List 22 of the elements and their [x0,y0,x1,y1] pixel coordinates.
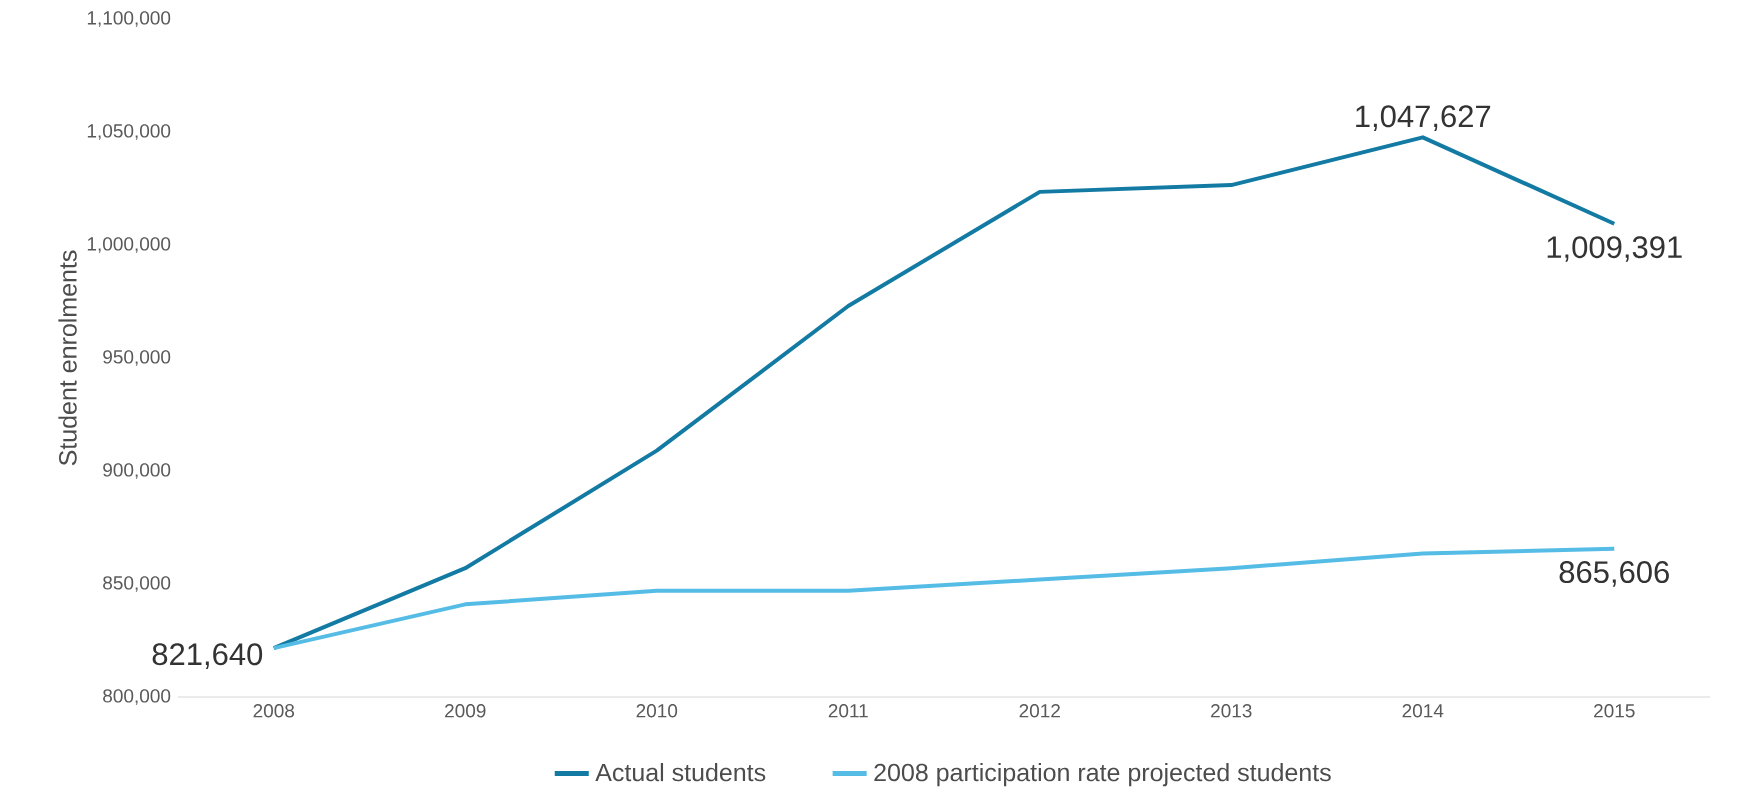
data-label: 1,047,627 [1356,105,1491,131]
y-tick-label: 1,050,000 [87,124,171,140]
x-tick-label: 2010 [636,704,678,718]
data-label: 821,640 [152,643,263,669]
data-label: 1,009,391 [1547,236,1682,262]
x-tick-label: 2013 [1211,704,1252,718]
y-tick-label: 1,100,000 [87,11,171,27]
x-tick-label: 2015 [1594,704,1635,718]
x-tick-label: 2011 [828,704,868,718]
x-tick-label: 2009 [445,704,486,718]
y-axis-title: Student enrolments [58,250,77,466]
y-tick-label: 1,000,000 [87,237,171,253]
y-tick-label: 800,000 [103,689,171,705]
legend-label: 2008 participation rate projected students [874,762,1331,787]
y-tick-label: 950,000 [103,350,171,366]
x-tick-label: 2014 [1402,704,1444,718]
legend-label: Actual students [595,762,766,782]
data-label: 865,606 [1559,561,1669,587]
y-tick-label: 850,000 [103,576,171,592]
y-tick-label: 900,000 [103,463,171,479]
x-tick-label: 2008 [253,704,295,718]
x-tick-label: 2012 [1019,704,1060,718]
